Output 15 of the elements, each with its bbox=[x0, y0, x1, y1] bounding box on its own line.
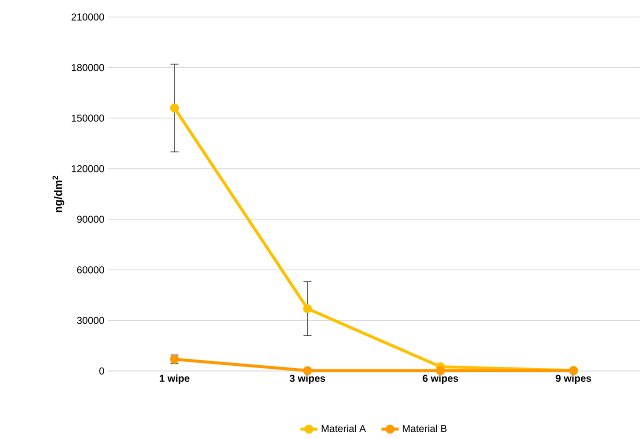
y-tick-label: 150000 bbox=[72, 114, 104, 122]
y-tick-label: 120000 bbox=[72, 165, 104, 172]
y-tick-label: 60000 bbox=[77, 266, 104, 274]
y-tick-label: 0 bbox=[99, 367, 104, 375]
x-tick-label: 1 wipe bbox=[160, 374, 190, 384]
y-tick-label: 90000 bbox=[77, 216, 104, 223]
y-axis-title: ng/dm$^{2}$ bbox=[52, 176, 64, 212]
y-tick-label: 180000 bbox=[72, 64, 104, 72]
x-tick-label: 3 wipes bbox=[290, 374, 326, 384]
y-tick-label: 30000 bbox=[77, 316, 104, 324]
legend-label: Material A bbox=[322, 424, 366, 432]
y-tick-label: 210000 bbox=[72, 13, 104, 21]
x-tick-label: 9 wipes bbox=[556, 374, 592, 384]
x-tick-label: 6 wipes bbox=[422, 374, 458, 384]
legend-label: Material B bbox=[402, 424, 447, 432]
